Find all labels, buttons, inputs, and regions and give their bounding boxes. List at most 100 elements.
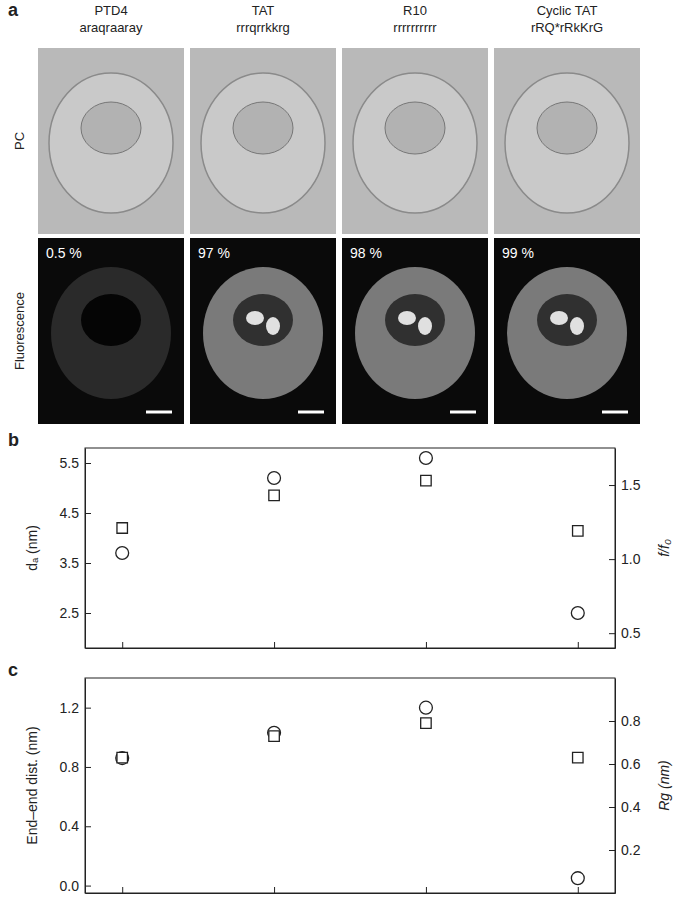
tick: 1.0 bbox=[609, 551, 641, 567]
fluorescence-image bbox=[494, 238, 640, 424]
axis-line bbox=[86, 893, 616, 894]
pc-image bbox=[38, 48, 184, 234]
fluorescence-image bbox=[342, 238, 488, 424]
axis-line bbox=[615, 679, 616, 894]
cell-outline bbox=[49, 73, 173, 213]
tick bbox=[426, 642, 427, 648]
tick-mark bbox=[609, 721, 615, 722]
nucleus-signal bbox=[537, 294, 597, 346]
tick bbox=[274, 887, 275, 893]
panel-a: a PC Fluorescence PTD4 araqraaray 0.5 % TAT rrr… bbox=[8, 0, 640, 424]
x-axis bbox=[86, 642, 616, 649]
tick: 1.5 bbox=[609, 477, 641, 493]
square-marker bbox=[269, 490, 279, 500]
figure: a PC Fluorescence PTD4 araqraaray 0.5 % TAT rrr… bbox=[0, 0, 685, 904]
nucleus-outline bbox=[233, 102, 293, 154]
nucleolus bbox=[266, 317, 280, 335]
cell-signal bbox=[507, 267, 627, 399]
tick-mark bbox=[85, 826, 91, 827]
tick-mark bbox=[609, 850, 615, 851]
cell-signal bbox=[51, 267, 171, 399]
tick-label: 0.4 bbox=[621, 799, 641, 815]
fluorescence-image bbox=[190, 238, 336, 424]
tick-mark bbox=[578, 887, 579, 893]
nucleolus bbox=[398, 311, 416, 325]
column-title: R10 bbox=[403, 3, 427, 18]
nucleolus bbox=[570, 317, 584, 335]
y2-axis: 0.5 1.0 1.5 bbox=[609, 449, 641, 649]
tick-mark bbox=[85, 767, 91, 768]
column-title: PTD4 bbox=[94, 3, 127, 18]
tick bbox=[122, 642, 123, 648]
tick: 0.0 bbox=[60, 878, 91, 894]
scale-bar bbox=[146, 411, 172, 414]
pc-image bbox=[342, 48, 488, 234]
percent-label: 98 % bbox=[350, 245, 382, 261]
sequence: rRQ*rRkKrG bbox=[531, 20, 603, 35]
scale-bar bbox=[298, 411, 324, 414]
plot-frame bbox=[85, 448, 615, 648]
axis-line bbox=[85, 449, 86, 649]
tick-label: 1.2 bbox=[60, 700, 80, 716]
tick-mark bbox=[609, 559, 615, 560]
sequence: araqraaray bbox=[80, 20, 143, 35]
tick bbox=[578, 642, 579, 648]
column-title: TAT bbox=[252, 3, 275, 18]
square-marker bbox=[117, 523, 127, 533]
tick-mark bbox=[609, 807, 615, 808]
square-marker bbox=[117, 752, 127, 762]
y-axis-title: dₐ (nm) bbox=[24, 525, 40, 571]
nucleus-outline bbox=[385, 102, 445, 154]
axis-line bbox=[86, 648, 616, 649]
tick-label: 0.0 bbox=[60, 878, 80, 894]
tick: 2.5 bbox=[60, 605, 91, 621]
circle-marker bbox=[571, 607, 584, 620]
circle-marker bbox=[268, 472, 281, 485]
tick-label: 3.5 bbox=[60, 555, 80, 571]
percent-label: 99 % bbox=[502, 245, 534, 261]
circle-marker bbox=[116, 752, 129, 765]
tick-label: 0.8 bbox=[621, 713, 641, 729]
square-marker bbox=[573, 526, 583, 536]
nucleus-outline bbox=[537, 102, 597, 154]
tick-mark bbox=[122, 642, 123, 648]
tick-mark bbox=[85, 513, 91, 514]
tick: 1.2 bbox=[60, 700, 91, 716]
tick-label: 1.0 bbox=[621, 551, 641, 567]
tick-mark bbox=[609, 764, 615, 765]
nucleus-signal bbox=[385, 294, 445, 346]
square-marker bbox=[421, 475, 431, 485]
tick-mark bbox=[609, 485, 615, 486]
row-label: Fluorescence bbox=[12, 292, 27, 370]
panel-letter: a bbox=[8, 0, 19, 20]
y-axis: 0.00.40.81.2 bbox=[60, 679, 91, 894]
tick-label: 0.5 bbox=[621, 625, 641, 641]
nucleolus bbox=[246, 311, 264, 325]
tick-label: 1.5 bbox=[621, 477, 641, 493]
row-label: PC bbox=[12, 132, 27, 150]
square-marker bbox=[573, 752, 583, 762]
panel-b: b2.53.54.55.50.51.01.5dₐ (nm)f/f₀ bbox=[8, 430, 672, 649]
tick-label: 0.8 bbox=[60, 759, 80, 775]
tick-mark bbox=[274, 887, 275, 893]
tick bbox=[274, 642, 275, 648]
fluorescence-image bbox=[38, 238, 184, 424]
square-marker bbox=[269, 731, 279, 741]
percent-label: 0.5 % bbox=[46, 245, 82, 261]
tick-mark bbox=[609, 633, 615, 634]
circle-marker bbox=[419, 452, 432, 465]
tick-mark bbox=[85, 613, 91, 614]
column-title: Cyclic TAT bbox=[537, 3, 598, 18]
tick-mark bbox=[578, 642, 579, 648]
axis-line bbox=[85, 679, 86, 894]
nucleus-signal bbox=[81, 294, 141, 346]
nucleus-outline bbox=[81, 102, 141, 154]
y2-axis-title: f/f₀ bbox=[656, 539, 672, 557]
percent-label: 97 % bbox=[198, 245, 230, 261]
circle-marker bbox=[116, 547, 129, 560]
panel-letter: c bbox=[8, 660, 18, 680]
sequence: rrrqrrkkrg bbox=[236, 20, 289, 35]
axis-line bbox=[615, 449, 616, 649]
cell-outline bbox=[353, 73, 477, 213]
tick-label: 2.5 bbox=[60, 605, 80, 621]
